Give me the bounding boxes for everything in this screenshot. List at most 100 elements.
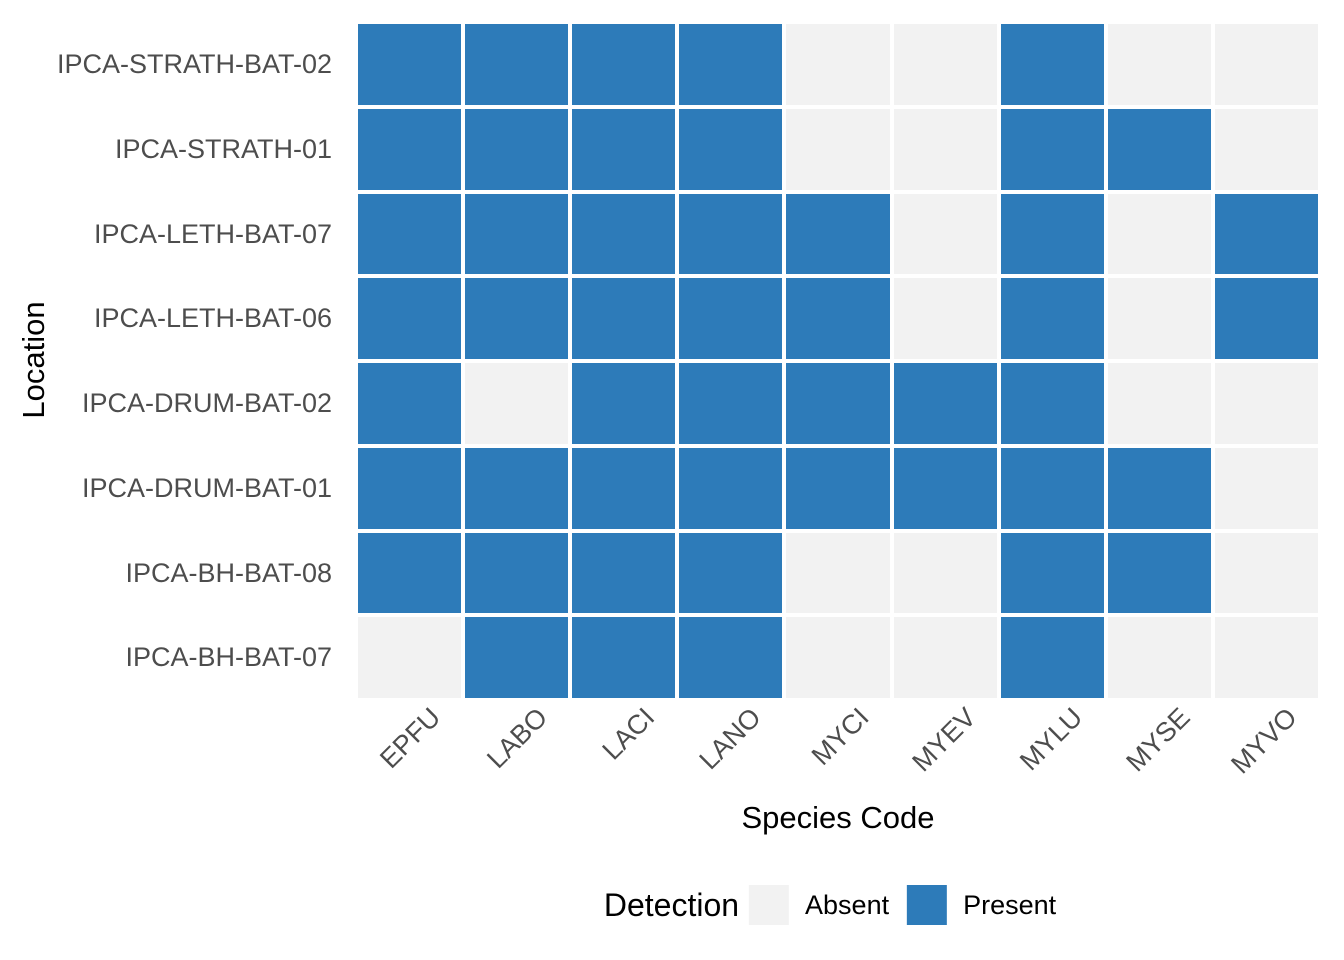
heatmap-cell	[1214, 363, 1318, 444]
heatmap-panel	[358, 24, 1318, 698]
y-tick-label: IPCA-BH-BAT-07	[125, 642, 332, 673]
absent-swatch-icon	[749, 885, 790, 925]
heatmap-cell	[1214, 193, 1318, 275]
heatmap-cell	[465, 447, 569, 529]
heatmap-cell	[465, 193, 569, 275]
heatmap-cell	[1000, 278, 1104, 359]
heatmap-cell	[786, 532, 890, 614]
heatmap-cell	[358, 363, 462, 444]
heatmap-cell	[1107, 108, 1211, 190]
y-tick-label: IPCA-BH-BAT-08	[125, 557, 332, 588]
heatmap-cell	[1000, 532, 1104, 614]
x-tick-label: LABO	[480, 702, 553, 775]
x-tick-label: LACI	[596, 702, 661, 766]
legend-item-present: Present	[907, 885, 1056, 925]
heatmap-cell	[465, 108, 569, 190]
heatmap-cell	[572, 447, 676, 529]
legend-label-present: Present	[963, 889, 1057, 920]
legend-title: Detection	[603, 886, 740, 923]
heatmap-cell	[358, 532, 462, 614]
heatmap-cell	[1214, 617, 1318, 698]
heatmap-cell	[1214, 24, 1318, 105]
heatmap-cell	[1214, 447, 1318, 529]
heatmap-cell	[1107, 532, 1211, 614]
heatmap-cell	[572, 617, 676, 698]
y-tick-label: IPCA-DRUM-BAT-01	[81, 472, 332, 503]
heatmap-cell	[679, 108, 783, 190]
heatmap-cell	[1107, 24, 1211, 105]
legend-item-absent: Absent	[749, 885, 889, 925]
y-tick-label: IPCA-DRUM-BAT-02	[81, 388, 332, 418]
heatmap-cell	[679, 24, 783, 105]
legend: Detection Absent Present	[604, 885, 1056, 925]
heatmap-cell	[1107, 193, 1211, 275]
heatmap-cell	[465, 532, 569, 614]
heatmap-cell	[786, 193, 890, 275]
heatmap-cell	[572, 278, 676, 359]
heatmap-cell	[679, 363, 783, 444]
y-tick-label: IPCA-STRATH-01	[114, 133, 332, 164]
heatmap-cell	[358, 24, 462, 105]
heatmap-cell	[1214, 532, 1318, 614]
heatmap-cell	[679, 278, 783, 359]
legend-label-absent: Absent	[805, 889, 890, 920]
heatmap-cell	[1214, 108, 1318, 190]
heatmap-cell	[786, 447, 890, 529]
heatmap-cell	[358, 193, 462, 275]
heatmap-cell	[893, 193, 997, 275]
present-swatch-icon	[907, 885, 948, 925]
heatmap-cell	[679, 193, 783, 275]
x-tick-label: LANO	[693, 702, 768, 776]
heatmap-cell	[1107, 278, 1211, 359]
heatmap-cell	[893, 532, 997, 614]
heatmap-cell	[786, 363, 890, 444]
heatmap-cell	[679, 617, 783, 698]
x-tick-label: MYEV	[906, 702, 982, 778]
x-tick-label: EPFU	[373, 702, 446, 775]
heatmap-cell	[358, 278, 462, 359]
heatmap-cell	[572, 193, 676, 275]
heatmap-cell	[1000, 24, 1104, 105]
y-tick-label: IPCA-LETH-BAT-07	[93, 218, 332, 249]
heatmap-cell	[893, 447, 997, 529]
heatmap-cell	[465, 24, 569, 105]
heatmap-cell	[679, 532, 783, 614]
heatmap-cell	[893, 24, 997, 105]
x-tick-label: MYCI	[805, 702, 875, 771]
x-tick-label: MYVO	[1225, 702, 1303, 780]
heatmap-cell	[1107, 363, 1211, 444]
heatmap-cell	[679, 447, 783, 529]
heatmap-cell	[1000, 617, 1104, 698]
heatmap-cell	[786, 617, 890, 698]
heatmap-cell	[1000, 108, 1104, 190]
heatmap-cell	[1107, 617, 1211, 698]
heatmap-cell	[572, 108, 676, 190]
x-tick-label: MYLU	[1014, 702, 1089, 777]
heatmap-cell	[572, 532, 676, 614]
heatmap-cell	[572, 24, 676, 105]
x-tick-label: MYSE	[1120, 702, 1196, 778]
heatmap-cell	[572, 363, 676, 444]
heatmap-cell	[358, 447, 462, 529]
heatmap-cell	[1000, 193, 1104, 275]
heatmap-cell	[786, 108, 890, 190]
heatmap-cell	[893, 617, 997, 698]
y-tick-label: IPCA-STRATH-BAT-02	[56, 49, 332, 79]
heatmap-cell	[786, 278, 890, 359]
heatmap-cell	[1214, 278, 1318, 359]
heatmap-cell	[1000, 363, 1104, 444]
y-tick-label: IPCA-LETH-BAT-06	[93, 303, 332, 334]
heatmap-cell	[893, 278, 997, 359]
heatmap-cell	[786, 24, 890, 105]
heatmap-cell	[465, 363, 569, 444]
heatmap-cell	[358, 617, 462, 698]
heatmap-cell	[465, 278, 569, 359]
heatmap-cell	[1107, 447, 1211, 529]
heatmap-cell	[358, 108, 462, 190]
heatmap-cell	[465, 617, 569, 698]
heatmap-cell	[1000, 447, 1104, 529]
heatmap-cell	[893, 108, 997, 190]
heatmap-cell	[893, 363, 997, 444]
x-axis-title: Species Code	[741, 800, 935, 835]
